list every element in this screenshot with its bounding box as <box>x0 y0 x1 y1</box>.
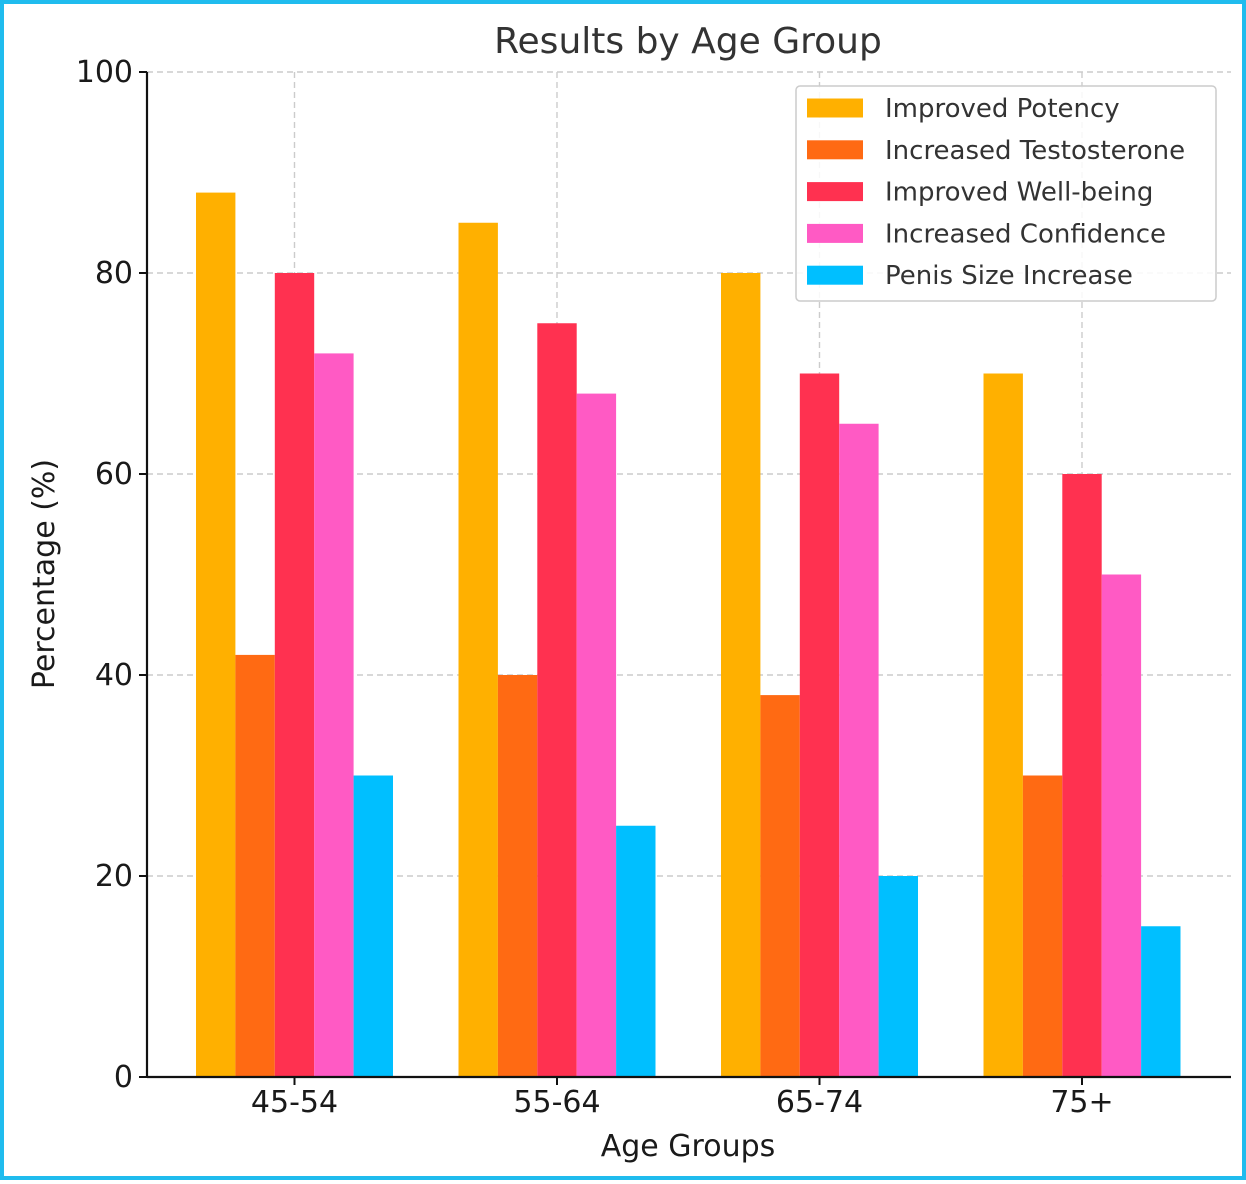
y-tick-label: 0 <box>114 1060 133 1095</box>
bar <box>537 323 577 1077</box>
x-tick-label: 75+ <box>1050 1085 1113 1120</box>
y-tick-label: 80 <box>95 256 133 291</box>
bar <box>616 825 656 1077</box>
legend-label: Improved Potency <box>885 94 1120 124</box>
x-tick-label: 65-74 <box>776 1085 863 1120</box>
legend-swatch <box>807 98 863 118</box>
chart-title: Results by Age Group <box>494 21 882 62</box>
legend-swatch <box>807 182 863 202</box>
bar <box>760 695 800 1077</box>
legend-label: Improved Well-being <box>885 178 1153 208</box>
y-axis-ticks: 0 20 40 60 80 100 <box>76 55 147 1095</box>
legend-box <box>795 85 1217 302</box>
bar <box>1022 775 1063 1077</box>
bar <box>576 393 617 1078</box>
bar <box>274 273 315 1077</box>
bar <box>1101 574 1142 1077</box>
y-tick-label: 40 <box>95 658 133 693</box>
x-axis-label: Age Groups <box>601 1129 776 1164</box>
legend-swatch <box>807 265 863 285</box>
bar <box>1062 474 1102 1077</box>
legend: Improved Potency Increased Testosterone Im… <box>795 85 1217 302</box>
bar <box>497 675 538 1077</box>
legend-label: Increased Confidence <box>885 219 1166 249</box>
y-tick-label: 20 <box>95 859 133 894</box>
bars <box>196 192 1181 1078</box>
bar <box>839 423 879 1077</box>
legend-label: Increased Testosterone <box>885 136 1185 166</box>
y-tick-label: 60 <box>95 457 133 492</box>
x-axis-ticks: 45-54 55-64 65-74 75+ <box>251 1077 1114 1120</box>
x-tick-label: 45-54 <box>251 1085 338 1120</box>
legend-swatch <box>807 223 863 243</box>
bar <box>353 775 393 1077</box>
bar <box>983 373 1023 1077</box>
legend-label: Penis Size Increase <box>885 261 1133 291</box>
bar <box>1141 926 1181 1077</box>
bar <box>196 192 236 1078</box>
bar <box>458 222 498 1077</box>
legend-entries: Improved Potency Increased Testosterone Im… <box>807 94 1185 291</box>
bar <box>721 273 761 1077</box>
bar <box>314 353 354 1077</box>
legend-swatch <box>807 140 863 160</box>
bar <box>878 876 918 1077</box>
y-tick-label: 100 <box>76 55 133 90</box>
y-axis-label: Percentage (%) <box>27 459 62 689</box>
bar-chart: Results by Age Group 0 20 40 60 80 100 45-54 5… <box>27 21 1231 1164</box>
x-tick-label: 55-64 <box>513 1085 600 1120</box>
bar <box>799 373 840 1077</box>
bar <box>235 654 275 1077</box>
